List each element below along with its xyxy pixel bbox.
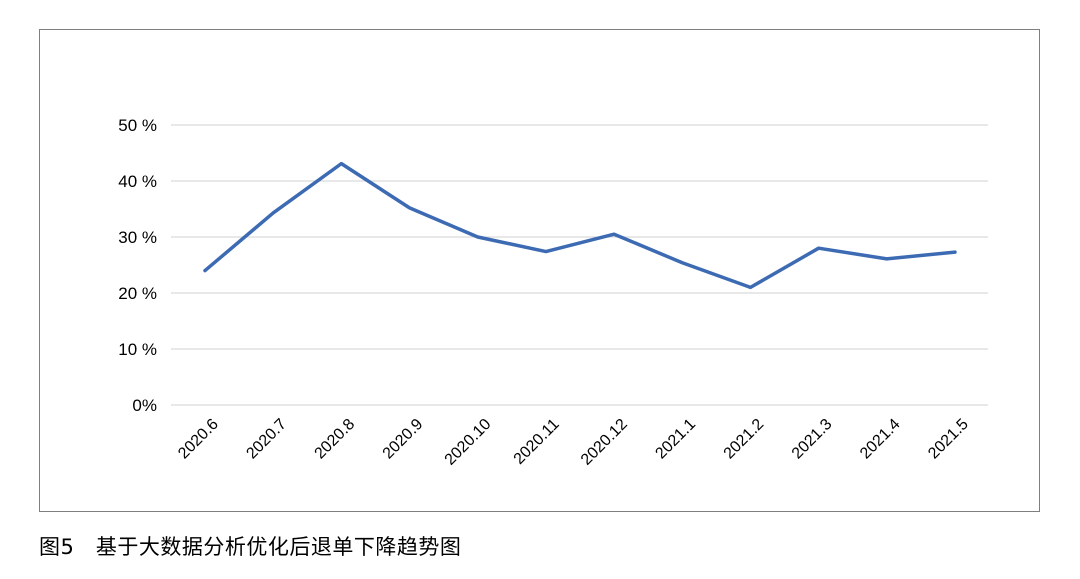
data-point (817, 246, 821, 250)
data-point (748, 285, 752, 289)
y-tick-label: 20 % (118, 284, 157, 303)
data-point (339, 162, 343, 166)
x-tick-label: 2021.4 (857, 416, 904, 463)
series-layer (203, 161, 957, 290)
data-point (953, 250, 957, 254)
data-point (203, 269, 207, 273)
x-tick-label: 2020.12 (578, 416, 631, 469)
data-point (612, 232, 616, 236)
chart-frame: 0% 10 % 20 % 30 % 40 % 50 % 2020.6 2020.7 2020.… (39, 29, 1040, 512)
x-tick-label: 2020.6 (175, 416, 222, 463)
x-tick-label: 2021.2 (721, 416, 768, 463)
x-tick-label: 2020.11 (511, 416, 563, 468)
x-tick-label: 2021.5 (925, 416, 972, 463)
y-axis-ticks: 0% 10 % 20 % 30 % 40 % 50 % (118, 116, 157, 415)
figure-caption: 图5 基于大数据分析优化后退单下降趋势图 (39, 535, 462, 559)
y-tick-label: 40 % (118, 172, 157, 191)
x-tick-label: 2020.8 (312, 416, 359, 463)
data-point (544, 250, 548, 254)
x-tick-label: 2021.1 (652, 416, 699, 463)
x-tick-label: 2020.7 (243, 416, 290, 463)
data-point (680, 261, 684, 265)
x-axis-ticks: 2020.6 2020.7 2020.8 2020.9 2020.10 2020.11 20… (175, 416, 972, 469)
line-chart: 0%10 %20 %30 %40 %50 % 2020.6 2020.7 2020.… (118, 116, 988, 469)
y-tick-label: 30 % (118, 228, 157, 247)
series-line-0 (203, 161, 957, 290)
data-point (408, 206, 412, 210)
x-tick-label: 2021.3 (789, 416, 836, 463)
y-tick-label: 10 % (118, 340, 157, 359)
x-tick-label: 2020.10 (442, 416, 495, 469)
grid-lines (171, 124, 988, 406)
y-tick-label: 50 % (118, 116, 157, 135)
y-tick-label: 0% (132, 396, 157, 415)
x-tick-label: 2020.9 (380, 416, 427, 463)
data-point (271, 211, 275, 215)
data-point (476, 235, 480, 239)
data-point (885, 257, 889, 261)
